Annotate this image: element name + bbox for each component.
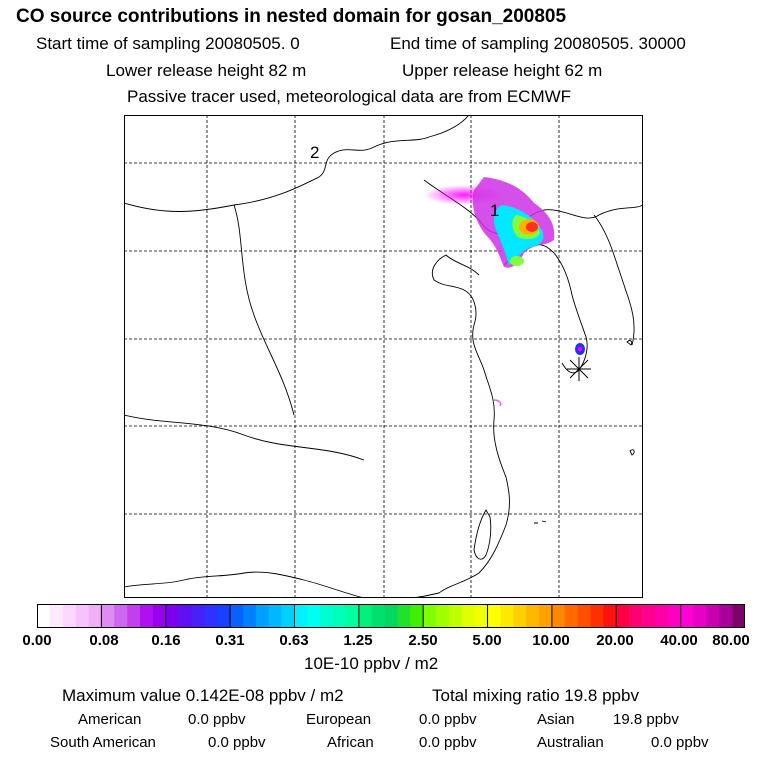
region-value-australian: 0.0 ppbv [651,734,709,751]
colorbar-tick-5: 1.25 [343,632,373,649]
map-panel: 2 1 [124,115,643,598]
colorbar-swatch [564,604,578,628]
upper-release-height: Upper release height 62 m [402,61,603,80]
colorbar-swatch [191,604,205,628]
colorbar-swatch [654,604,669,628]
colorbar-swatch [384,604,398,628]
region-value-south-american: 0.0 ppbv [208,734,266,751]
colorbar-tick-7: 5.00 [472,632,502,649]
colorbar-tick-9: 20.00 [596,632,634,649]
receptor-marker [567,357,591,381]
colorbar-swatch [667,604,681,628]
region-name-american: American [78,711,142,728]
colorbar-swatch [49,604,64,628]
colorbar-swatch [590,604,604,628]
colorbar-tick-11: 80.00 [712,632,750,649]
colorbar-swatch [281,604,295,628]
colorbar-swatch [461,604,475,628]
colorbar-swatch [307,604,321,628]
colorbar-tick-4: 0.63 [279,632,309,649]
colorbar-swatch [294,604,308,628]
lower-release-height: Lower release height 82 m [106,61,307,80]
colorbar-tick-3: 0.31 [215,632,245,649]
colorbar-swatch [732,604,745,628]
colorbar-unit: 10E-10 ppbv / m2 [304,654,439,673]
colorbar-swatch [333,604,347,628]
coastlines-borders [124,115,643,598]
region-name-african: African [327,734,374,751]
region-name-european: European [306,711,372,728]
colorbar-swatch [513,604,527,628]
contour-label-1: 1 [490,201,499,220]
region-value-african: 0.0 ppbv [419,734,477,751]
colorbar-swatch [320,604,334,628]
colorbar-swatch [101,604,115,628]
colorbar-swatch [526,604,540,628]
contour-label-2: 2 [310,143,319,162]
colorbar-swatch [551,604,566,628]
colorbar-tick-2: 0.16 [151,632,181,649]
colorbar-swatch [629,604,643,628]
colorbar-swatch [165,604,179,628]
colorbar-swatch [217,604,231,628]
end-time-label: End time of sampling 20080505. 30000 [390,34,686,53]
tracer-note: Passive tracer used, meteorological data… [127,87,572,106]
colorbar-swatch [448,604,463,628]
colorbar-swatch [616,604,630,628]
colorbar-swatch [436,604,450,628]
colorbar-swatch [397,604,411,628]
colorbar-swatch [693,604,707,628]
co-plume [424,177,585,407]
colorbar-swatch [500,604,514,628]
colorbar-swatch [114,604,128,628]
colorbar-tick-6: 2.50 [408,632,438,649]
colorbar-swatch [152,604,167,628]
colorbar-swatch [178,604,192,628]
colorbar-swatch [706,604,720,628]
colorbar-swatch [719,604,733,628]
colorbar-border [37,604,745,628]
colorbar-swatch [487,604,501,628]
colorbar-swatch [577,604,591,628]
colorbar-swatch [410,604,424,628]
colorbar-swatch [37,604,51,628]
colorbar-tick-10: 40.00 [660,632,698,649]
colorbar-swatch [603,604,617,628]
region-name-australian: Australian [537,734,604,751]
start-time-label: Start time of sampling 20080505. 0 [36,34,300,53]
colorbar-swatch [539,604,553,628]
plume-secondary [510,256,524,266]
colorbar-swatch [474,604,488,628]
colorbar-swatch [255,604,270,628]
colorbar-swatch [62,604,76,628]
total-mixing-ratio: Total mixing ratio 19.8 ppbv [432,686,639,705]
map-frame [124,115,643,598]
colorbar-swatch [358,604,372,628]
colorbar-swatch [139,604,154,628]
colorbar-swatch [88,604,102,628]
colorbar-tick-1: 0.08 [89,632,119,649]
colorbar-swatch [345,604,360,628]
region-name-asian: Asian [537,711,575,728]
plot-title: CO source contributions in nested domain… [16,6,567,27]
maximum-value: Maximum value 0.142E-08 ppbv / m2 [62,686,344,705]
colorbar-tick-8: 10.00 [532,632,570,649]
region-value-american: 0.0 ppbv [188,711,246,728]
colorbar-swatch [204,604,218,628]
colorbar [37,604,745,628]
region-value-european: 0.0 ppbv [419,711,477,728]
colorbar-swatch [423,604,437,628]
colorbar-swatch [242,604,257,628]
colorbar-swatch [371,604,385,628]
region-value-asian: 19.8 ppbv [613,711,679,728]
colorbar-swatch [230,604,244,628]
colorbar-swatch [268,604,282,628]
plume-red-core [526,222,538,232]
region-name-south-american: South American [50,734,156,751]
colorbar-swatch [680,604,694,628]
colorbar-tick-0: 0.00 [22,632,52,649]
colorbar-swatch [127,604,141,628]
colorbar-swatch [75,604,89,628]
colorbar-swatch [642,604,656,628]
